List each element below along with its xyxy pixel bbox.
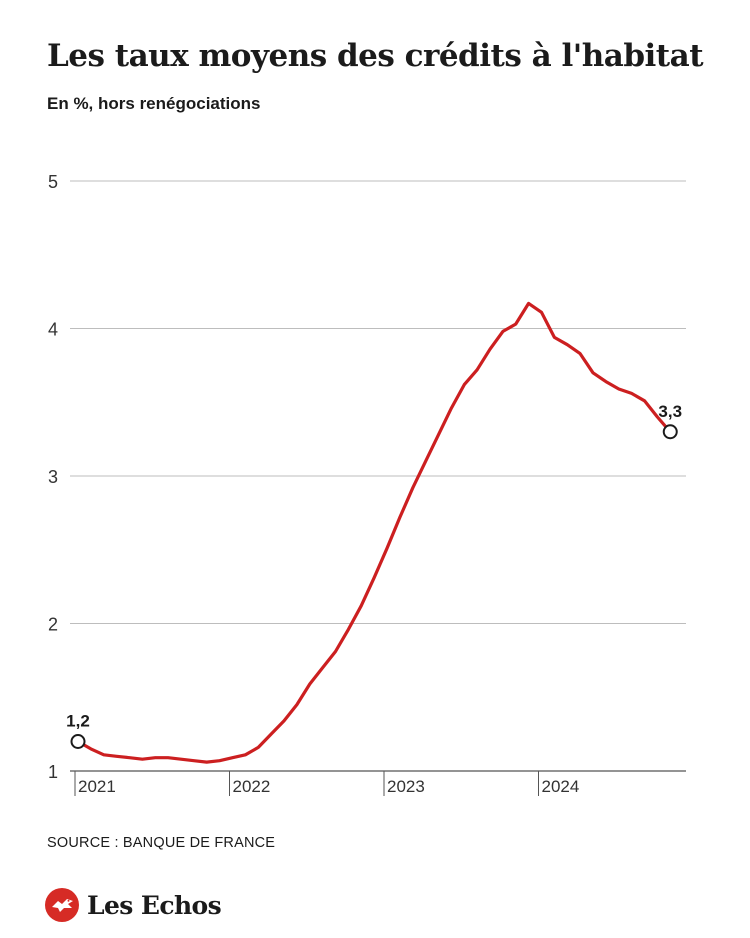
x-axis: 2021 2022 2023 2024 bbox=[70, 770, 686, 796]
y-tick-label: 3 bbox=[48, 467, 58, 487]
x-tick-label: 2022 bbox=[233, 777, 271, 796]
les-echos-logo-icon bbox=[45, 888, 79, 922]
brand: Les Echos bbox=[45, 888, 222, 922]
x-tick-label: 2024 bbox=[542, 777, 580, 796]
chart-subtitle: En %, hors renégociations bbox=[47, 94, 261, 113]
chart-title: Les taux moyens des crédits à l'habitat bbox=[47, 38, 704, 74]
grid-lines bbox=[70, 180, 686, 624]
brand-name: Les Echos bbox=[87, 890, 222, 920]
series-line bbox=[76, 301, 672, 764]
x-tick-label: 2021 bbox=[78, 777, 116, 796]
y-tick-label: 1 bbox=[48, 762, 58, 782]
y-axis-ticks: 1 2 3 4 5 bbox=[48, 172, 58, 782]
y-tick-label: 4 bbox=[48, 320, 58, 340]
x-tick-label: 2023 bbox=[387, 777, 425, 796]
annotation-marker bbox=[662, 424, 678, 440]
annotations: 1,2 3,3 bbox=[66, 402, 682, 749]
y-tick-label: 5 bbox=[48, 172, 58, 192]
line-chart: 1 2 3 4 5 2021 2022 2023 2024 1,2 3,3 bbox=[48, 172, 686, 796]
annotation-label: 1,2 bbox=[66, 712, 90, 731]
annotation-marker bbox=[70, 734, 86, 749]
annotation-label: 3,3 bbox=[658, 402, 682, 421]
source-note: SOURCE : BANQUE DE FRANCE bbox=[47, 835, 276, 851]
y-tick-label: 2 bbox=[48, 615, 58, 635]
